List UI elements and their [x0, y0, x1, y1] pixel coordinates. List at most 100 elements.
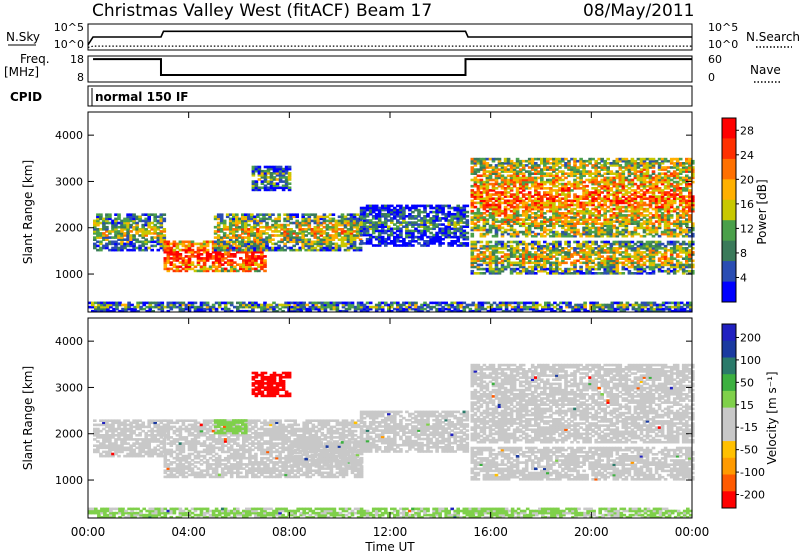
echo-cell: [274, 242, 278, 246]
echo-cell: [558, 182, 562, 186]
echo-cell: [681, 209, 686, 213]
echo-cell: [470, 220, 475, 223]
echo-cell: [603, 197, 607, 200]
echo-cell: [202, 269, 207, 273]
echo-cell: [579, 170, 583, 173]
echo-cell: [537, 199, 541, 203]
echo-cell: [639, 174, 644, 178]
echo-cell: [518, 162, 523, 165]
echo-cell: [111, 219, 115, 223]
echo-cell: [476, 224, 481, 228]
echo-cell: [220, 259, 225, 262]
echo-cell: [262, 238, 266, 241]
echo-cell: [233, 261, 237, 264]
echo-cell: [331, 242, 336, 246]
echo-cell: [561, 261, 565, 265]
echo-cell: [663, 214, 668, 217]
echo-cell: [603, 178, 607, 182]
echo-cell: [591, 193, 595, 196]
echo-cell: [591, 166, 595, 169]
echo-cell: [537, 240, 541, 244]
echo-cell: [497, 195, 502, 198]
echo-cell: [117, 234, 121, 237]
echo-cell: [138, 234, 142, 237]
echo-cell: [515, 164, 520, 167]
echo-cell: [278, 165, 283, 169]
echo-cell: [286, 240, 290, 244]
echo-cell: [453, 212, 457, 216]
echo-cell: [515, 247, 520, 250]
echo-cell: [500, 220, 505, 223]
echo-cell: [585, 159, 589, 163]
echo-cell: [594, 176, 598, 180]
echo-cell: [319, 230, 324, 233]
echo-cell: [494, 255, 499, 258]
echo-cell: [456, 235, 460, 239]
echo-cell: [503, 180, 508, 184]
echo-cell: [579, 195, 583, 198]
echo-cell: [657, 176, 662, 180]
echo-cell: [268, 215, 272, 219]
echo-cell: [606, 234, 610, 238]
echo-cell: [552, 216, 556, 219]
echo-cell: [546, 209, 550, 213]
echo-cell: [660, 199, 665, 203]
echo-cell: [426, 244, 430, 247]
echo-cell: [642, 195, 647, 198]
echo-cell: [488, 261, 493, 265]
echo-cell: [558, 218, 562, 221]
echo-cell: [274, 228, 278, 231]
echo-cell: [491, 222, 496, 225]
echo-cell: [228, 228, 233, 231]
echo-cell: [289, 238, 293, 241]
echo-cell: [259, 238, 263, 241]
echo-cell: [555, 232, 559, 236]
echo-cell: [202, 244, 207, 248]
echo-cell: [123, 244, 127, 248]
echo-cell: [585, 230, 589, 234]
echo-cell: [570, 224, 574, 228]
echo-cell: [524, 232, 529, 236]
echo-cell: [232, 228, 236, 231]
echo-cell: [470, 244, 475, 248]
echo-cell: [289, 232, 293, 235]
echo-cell: [494, 197, 499, 200]
echo-cell: [576, 212, 580, 215]
echo-cell: [169, 263, 174, 266]
echo-cell: [534, 166, 538, 169]
echo-cell: [384, 212, 388, 216]
echo-cell: [685, 199, 689, 203]
echo-cell: [262, 215, 266, 219]
echo-cell: [552, 249, 556, 252]
echo-cell: [284, 176, 289, 179]
echo-cell: [663, 174, 668, 178]
echo-cell: [199, 248, 204, 252]
echo-cell: [251, 188, 256, 192]
echo-cell: [666, 170, 671, 173]
echo-cell: [600, 199, 604, 203]
echo-cell: [503, 182, 508, 186]
echo-cell: [579, 176, 583, 180]
echo-cell: [675, 176, 680, 180]
echo-cell: [259, 217, 263, 221]
echo-cell: [636, 226, 641, 230]
echo-cell: [503, 159, 508, 163]
echo-cell: [187, 255, 192, 258]
echo-cell: [257, 165, 262, 169]
echo-cell: [355, 234, 360, 237]
echo-cell: [269, 176, 274, 179]
echo-cell: [178, 261, 183, 264]
echo-cell: [473, 205, 478, 209]
echo-cell: [105, 228, 109, 231]
echo-cell: [570, 234, 574, 238]
echo-cell: [618, 184, 623, 188]
echo-cell: [594, 216, 598, 219]
echo-cell: [503, 205, 508, 209]
echo-cell: [494, 240, 499, 244]
echo-cell: [349, 215, 354, 219]
echo-cell: [603, 222, 607, 225]
echo-cell: [295, 240, 299, 244]
echo-cell: [485, 180, 490, 184]
echo-cell: [371, 231, 376, 235]
echo-cell: [162, 217, 167, 221]
